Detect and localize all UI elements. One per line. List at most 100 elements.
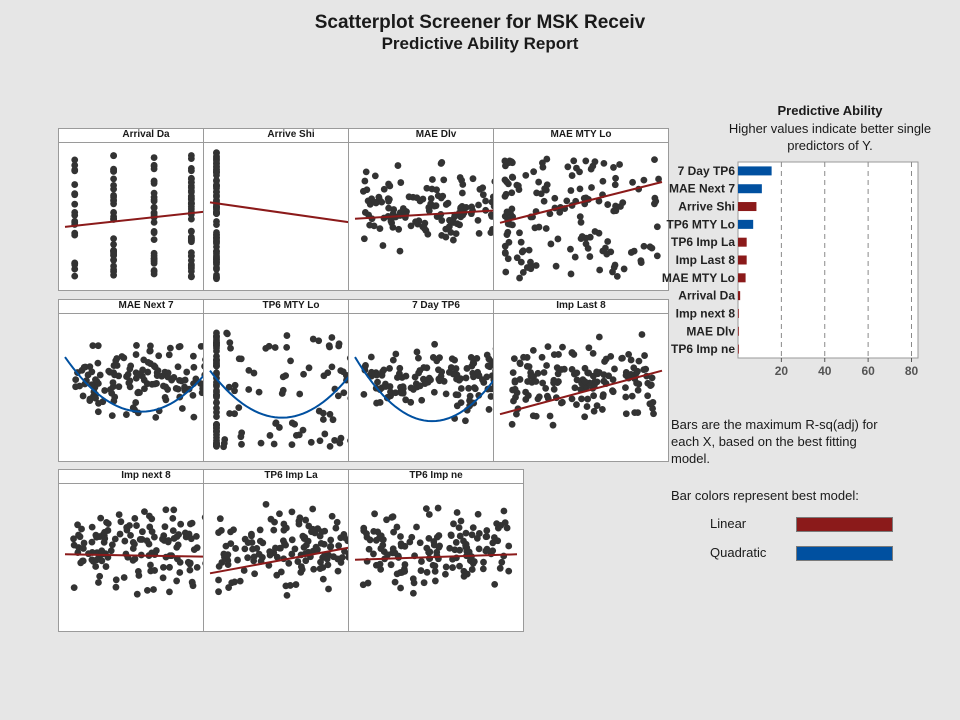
scatter-point <box>512 393 519 401</box>
scatter-point <box>389 356 397 364</box>
scatter-point <box>559 343 566 351</box>
scatter-point <box>391 578 399 586</box>
scatter-point <box>600 371 608 379</box>
scatter-point <box>584 395 592 403</box>
scatter-point <box>102 563 110 570</box>
scatter-point <box>187 236 195 244</box>
scatter-panel: TP6 Imp ne <box>348 469 524 632</box>
scatter-point <box>448 355 456 363</box>
scatter-point <box>162 383 170 391</box>
fit-line <box>209 342 373 419</box>
scatter-point <box>517 258 525 266</box>
scatter-point <box>189 392 197 399</box>
scatter-point <box>378 371 386 379</box>
note-line3: model. <box>671 451 711 466</box>
scatter-point <box>462 417 469 425</box>
scatter-point <box>413 194 421 202</box>
scatter-point <box>508 173 516 181</box>
scatter-point <box>213 360 220 367</box>
scatter-point <box>150 204 158 212</box>
scatter-point <box>126 522 133 529</box>
scatter-point <box>187 227 195 235</box>
scatter-point <box>108 541 116 549</box>
scatter-point <box>617 203 624 210</box>
scatter-point <box>317 539 325 547</box>
scatter-point <box>609 388 617 396</box>
scatter-point <box>231 387 238 395</box>
scatter-point <box>370 527 378 535</box>
predictive-ability-bar-chart: 20 40 60 80 7 Day TP6 MAE Next 7 Arrive Shi TP6… <box>662 161 919 378</box>
scatter-point <box>487 229 495 237</box>
scatter-point <box>255 550 263 558</box>
scatter-point <box>483 373 491 381</box>
scatter-point <box>92 563 100 570</box>
scatter-point <box>145 512 153 520</box>
scatter-point <box>504 255 512 263</box>
scatter-point <box>296 390 304 398</box>
scatter-point <box>146 347 154 355</box>
scatter-point <box>96 572 104 580</box>
scatter-point <box>213 441 220 449</box>
scatter-point <box>387 561 395 569</box>
scatter-point <box>619 354 626 362</box>
scatter-point <box>610 164 617 171</box>
scatter-point <box>401 567 409 575</box>
scatter-point <box>462 540 470 548</box>
scatter-point <box>213 181 220 189</box>
scatter-point <box>470 359 478 367</box>
scatter-point <box>187 184 195 192</box>
scatter-point <box>129 545 137 552</box>
scatter-point <box>415 369 423 377</box>
scatter-point <box>76 533 84 541</box>
scatter-point <box>150 586 157 593</box>
scatter-point <box>340 389 348 397</box>
scatter-point <box>431 567 439 575</box>
scatter-point <box>328 363 336 371</box>
scatter-point <box>402 372 410 380</box>
scatter-point <box>165 351 173 359</box>
scatter-point <box>213 252 220 260</box>
panel-header: Imp Last 8 <box>494 300 668 314</box>
panel-header: MAE Next 7 <box>59 300 233 314</box>
scatter-point <box>121 537 129 545</box>
scatter-point <box>359 581 367 589</box>
scatter-point <box>542 225 550 232</box>
x-tick-label: 60 <box>861 364 875 378</box>
scatter-point <box>362 168 370 176</box>
scatter-point <box>525 392 532 399</box>
scatter-point <box>71 217 79 225</box>
scatter-point <box>74 521 81 529</box>
scatter-point <box>283 332 291 339</box>
scatter-point <box>581 413 589 421</box>
scatter-point <box>498 558 506 566</box>
scatter-point <box>115 383 123 391</box>
scatter-point <box>462 529 470 537</box>
scatter-point <box>217 527 225 534</box>
bar-category-label: Arrival Da <box>678 289 735 303</box>
scatter-point <box>213 387 220 394</box>
fit-line <box>499 181 663 224</box>
scatter-point <box>245 366 253 374</box>
scatter-point <box>256 537 264 545</box>
scatter-point <box>383 516 390 524</box>
scatter-point <box>568 365 576 373</box>
scatter-point <box>315 337 323 345</box>
scatter-point <box>610 263 618 271</box>
scatter-point <box>535 393 543 401</box>
scatter-point <box>120 574 128 581</box>
scatter-point <box>501 249 509 257</box>
scatter-point <box>571 384 579 392</box>
predictive-ability-title: Predictive Ability <box>777 103 883 118</box>
scatter-point <box>331 436 339 444</box>
scatter-point <box>519 268 527 276</box>
panel-header: MAE MTY Lo <box>494 129 668 143</box>
scatter-point <box>450 520 457 528</box>
scatter-point <box>591 228 599 235</box>
scatter-point <box>302 557 310 565</box>
scatter-point <box>288 441 296 449</box>
scatter-point <box>262 500 270 508</box>
scatter-point <box>648 244 656 252</box>
scatter-point <box>376 399 384 406</box>
scatter-point <box>516 359 524 367</box>
legend-linear-swatch <box>796 517 893 532</box>
